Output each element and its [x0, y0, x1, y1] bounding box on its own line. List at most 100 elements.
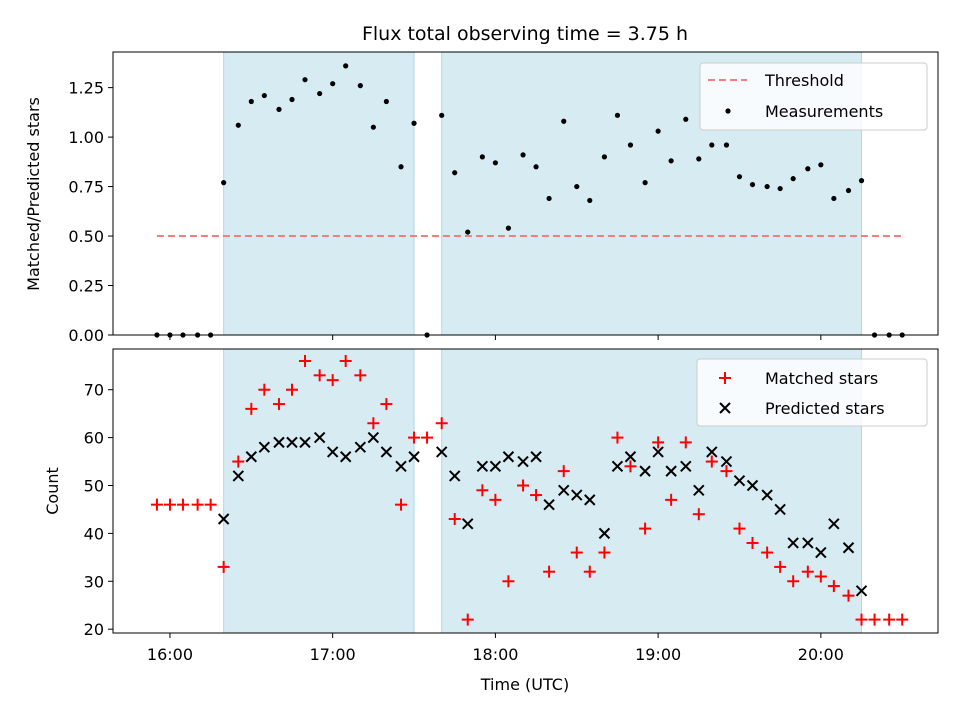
measurement-point	[398, 164, 404, 170]
matched-star-marker	[313, 369, 326, 382]
matched-star-marker	[395, 498, 408, 511]
y-tick-label: 20	[84, 620, 104, 639]
predicted-star-marker	[313, 431, 326, 444]
measurement-point	[221, 180, 227, 186]
matched-star-marker	[624, 460, 637, 473]
matched-star-marker	[787, 575, 800, 588]
predicted-star-marker	[584, 494, 596, 506]
predicted-star-marker	[802, 537, 814, 549]
matched-star-marker	[408, 431, 421, 444]
y-tick-label: 0.25	[68, 277, 104, 296]
measurement-point	[479, 154, 485, 160]
matched-star-marker	[476, 484, 489, 497]
y-tick-label: 30	[84, 572, 104, 591]
matched-star-marker	[827, 580, 840, 593]
predicted-star-marker	[598, 527, 611, 540]
measurement-point	[343, 63, 349, 69]
measurement-point	[261, 92, 267, 99]
matched-star-marker	[176, 498, 189, 511]
matched-star-marker	[774, 560, 787, 573]
predicted-star-marker	[354, 441, 367, 453]
predicted-star-marker	[217, 513, 230, 525]
matched-star-marker	[502, 575, 515, 588]
top-panel: 0.00 0.25 0.50 0.75 1.00 1.25 Matched/Predict…	[24, 51, 939, 345]
predicted-star-marker	[815, 546, 827, 559]
x-tick-label: 17:00	[310, 645, 356, 664]
matched-star-markers	[150, 354, 909, 626]
matched-star-marker	[814, 570, 827, 583]
predicted-star-marker	[652, 446, 664, 458]
shaded-interval	[223, 51, 415, 336]
predicted-star-marker	[720, 455, 733, 468]
predicted-star-marker	[502, 451, 515, 463]
measurement-point	[452, 170, 458, 176]
matched-star-marker	[883, 613, 896, 626]
matched-star-marker	[543, 565, 556, 578]
measurement-point	[561, 118, 567, 124]
matched-star-marker	[299, 354, 312, 367]
legend-predicted-swatch	[719, 402, 731, 414]
matched-star-marker	[339, 354, 352, 367]
measurement-point	[370, 124, 376, 130]
measurement-point	[465, 229, 471, 235]
x-axis-ticks: 16:00 17:00 18:00 19:00 20:00	[147, 633, 844, 664]
legend-matched-swatch	[719, 372, 731, 384]
predicted-star-marker	[232, 470, 245, 482]
matched-star-marker	[583, 565, 596, 578]
matched-star-marker	[801, 565, 814, 578]
measurement-point	[357, 83, 363, 89]
measurement-point	[439, 112, 445, 118]
matched-star-marker	[421, 431, 434, 444]
measurement-point	[655, 128, 661, 134]
predicted-star-marker	[326, 446, 339, 458]
bottom-panel: 20 30 40 50 60 70 16:00 17:00 18:00 19:00 20:00 C…	[43, 348, 939, 694]
matched-star-marker	[720, 465, 733, 478]
matched-star-marker	[191, 498, 204, 511]
predicted-star-marker	[693, 484, 705, 496]
matched-star-marker	[570, 546, 583, 559]
measurement-point	[709, 142, 715, 148]
measurement-point	[587, 197, 593, 204]
predicted-star-marker	[380, 446, 393, 458]
matched-star-marker	[842, 589, 855, 602]
predicted-star-marker	[624, 451, 637, 463]
measurement-point	[546, 195, 552, 202]
x-axis-label: Time (UTC)	[480, 675, 569, 694]
matched-star-marker	[868, 613, 881, 626]
predicted-star-marker	[733, 474, 746, 487]
measurement-point	[642, 180, 648, 186]
predicted-star-marker	[367, 431, 380, 444]
measurement-point	[805, 166, 811, 172]
measurement-point	[790, 176, 796, 182]
matched-star-marker	[761, 546, 774, 559]
measurement-point	[533, 164, 539, 170]
measurement-point	[627, 142, 634, 148]
measurement-point	[831, 195, 837, 202]
matched-star-marker	[665, 493, 678, 506]
predicted-star-marker	[462, 518, 474, 530]
x-tick-label: 16:00	[147, 645, 193, 664]
matched-star-marker	[272, 398, 285, 411]
y-tick-label: 40	[84, 524, 104, 543]
legend-predicted-label: Predicted stars	[765, 399, 885, 418]
measurement-point	[492, 160, 498, 166]
y-tick-label: 0.50	[68, 227, 104, 246]
matched-star-marker	[652, 436, 665, 449]
measurement-point	[736, 174, 743, 180]
bottom-y-ticks: 20 30 40 50 60 70	[84, 381, 113, 639]
matched-star-marker	[380, 398, 393, 411]
measurement-point	[317, 90, 323, 97]
matched-star-marker	[232, 455, 245, 468]
measurement-point	[235, 122, 241, 128]
matched-star-marker	[150, 498, 163, 511]
legend-threshold-label: Threshold	[764, 71, 844, 90]
matched-star-marker	[354, 369, 367, 382]
measurement-point	[383, 98, 389, 105]
matched-star-marker	[557, 465, 570, 478]
measurement-point	[723, 142, 730, 148]
predicted-star-marker	[395, 460, 407, 473]
predicted-star-marker	[680, 460, 692, 473]
predicted-star-marker	[842, 542, 855, 554]
measurement-point	[764, 183, 770, 190]
measurement-point	[302, 77, 308, 83]
